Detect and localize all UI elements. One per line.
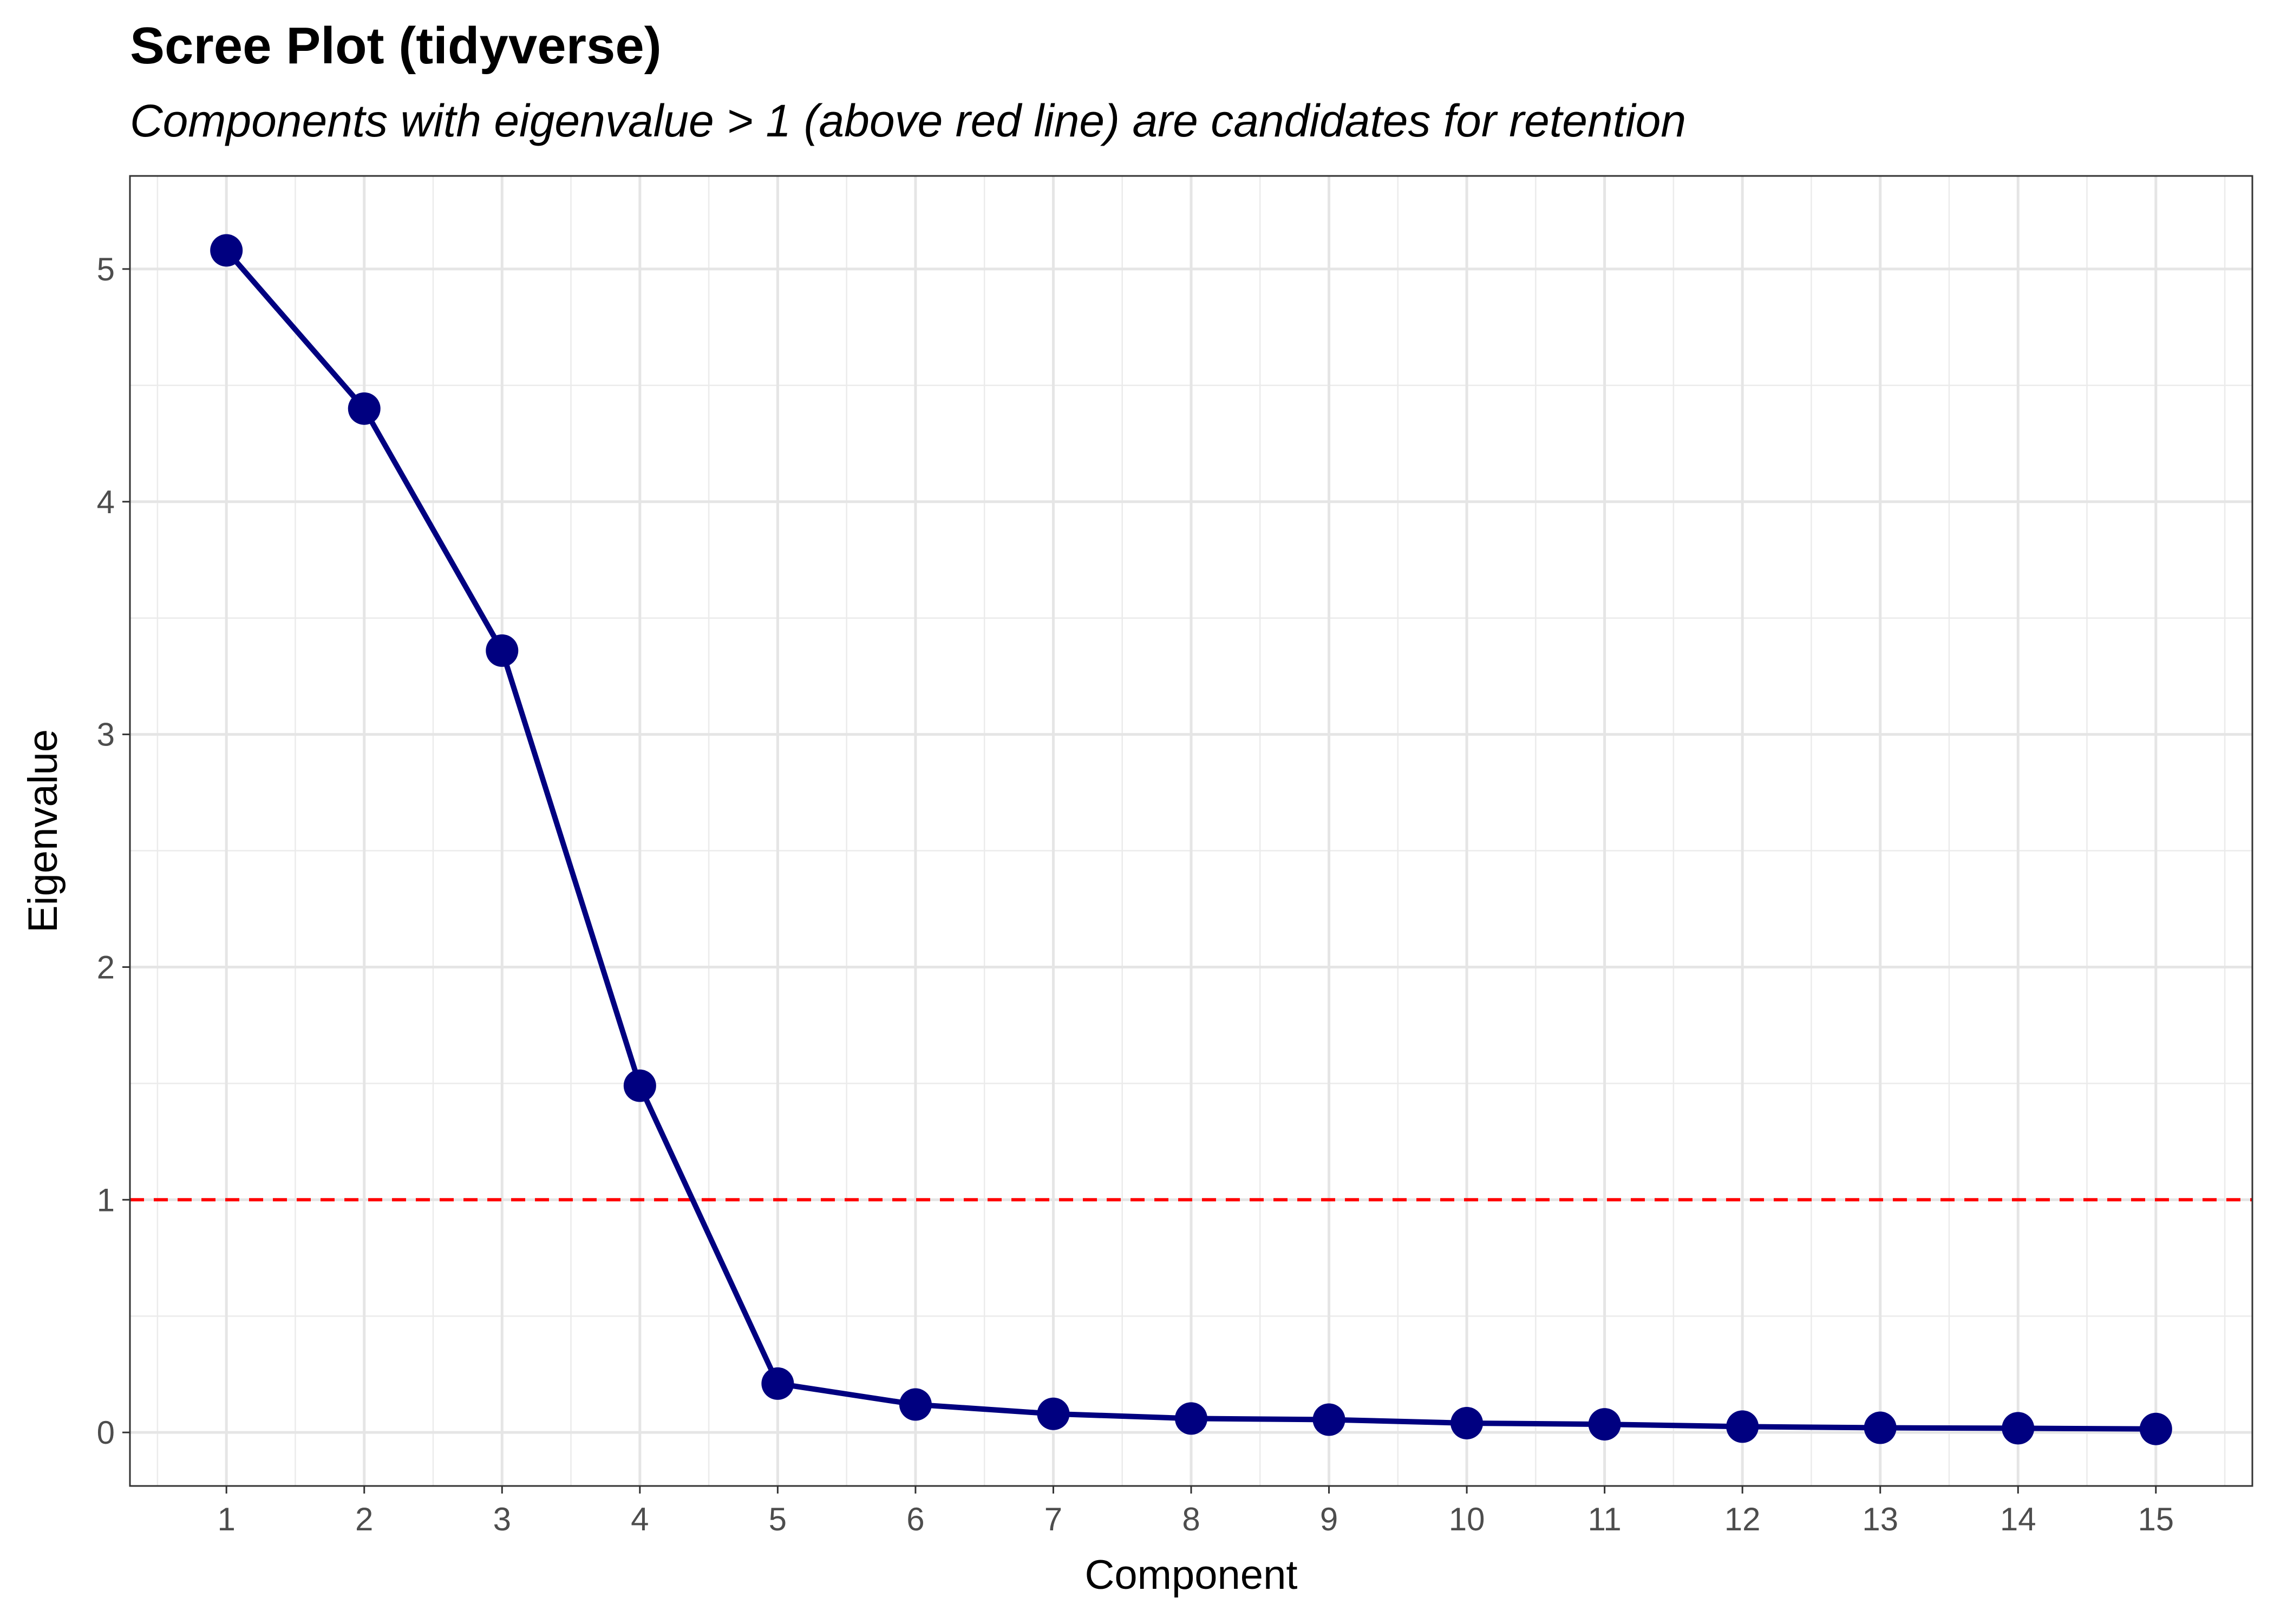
data-point [1175,1402,1207,1435]
x-tick-label: 10 [1449,1501,1485,1537]
x-tick-label: 14 [2000,1501,2036,1537]
y-axis-title: Eigenvalue [20,729,66,933]
data-point [486,634,519,667]
data-point [1450,1406,1484,1439]
data-point [210,234,243,267]
data-point [1312,1403,1345,1436]
chart-subtitle: Components with eigenvalue > 1 (above re… [130,95,1687,146]
y-tick-label: 1 [97,1182,115,1218]
x-tick-label: 12 [1724,1501,1761,1537]
x-tick-label: 9 [1320,1501,1338,1537]
data-point [348,392,381,425]
data-point [1037,1397,1070,1430]
x-tick-label: 6 [906,1501,924,1537]
y-tick-label: 2 [97,949,115,985]
data-point [899,1388,932,1421]
x-axis-title: Component [1085,1552,1298,1598]
data-point [1726,1410,1759,1443]
x-tick-label: 11 [1587,1501,1621,1537]
chart-title: Scree Plot (tidyverse) [130,17,662,75]
x-tick-label: 7 [1044,1501,1062,1537]
data-point [1588,1408,1621,1441]
x-tick-label: 13 [1862,1501,1898,1537]
data-point [1864,1411,1897,1444]
y-tick-label: 3 [97,717,115,753]
series-layer [210,234,2172,1445]
y-tick-label: 5 [97,251,115,287]
x-tick-label: 15 [2138,1501,2174,1537]
x-tick-label: 5 [769,1501,787,1537]
x-tick-label: 8 [1182,1501,1200,1537]
x-tick-label: 1 [217,1501,235,1537]
x-tick-label: 4 [631,1501,649,1537]
data-point [2139,1412,2172,1445]
y-tick-label: 0 [97,1415,115,1451]
data-point [2002,1412,2035,1445]
data-point [623,1069,656,1102]
x-tick-label: 3 [493,1501,511,1537]
x-tick-label: 2 [355,1501,373,1537]
data-point [761,1367,794,1400]
y-tick-label: 4 [97,484,115,520]
